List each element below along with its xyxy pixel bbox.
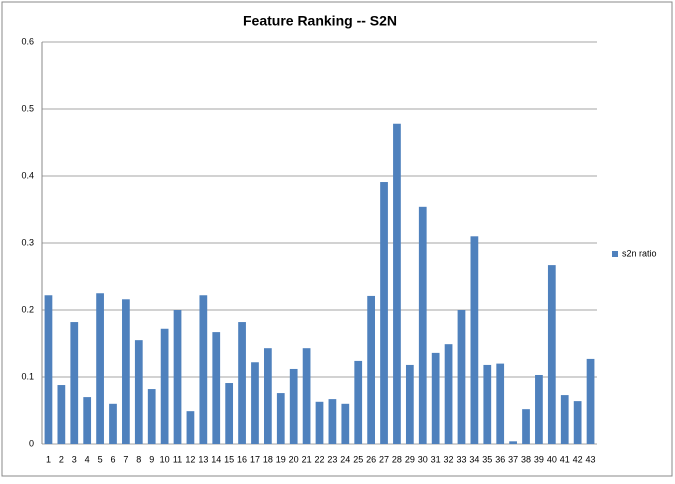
- bar: [212, 332, 221, 444]
- bar: [186, 411, 195, 444]
- bar: [509, 441, 517, 444]
- bar: [147, 389, 156, 444]
- x-tick-label: 39: [534, 454, 544, 464]
- x-tick-label: 41: [560, 454, 570, 464]
- y-tick-label: 0.1: [21, 371, 34, 381]
- x-tick-label: 21: [302, 454, 312, 464]
- x-tick-label: 30: [418, 454, 428, 464]
- bar: [264, 348, 272, 444]
- x-tick-label: 19: [276, 454, 286, 464]
- bar: [444, 344, 453, 444]
- bar: [251, 362, 259, 444]
- x-tick-label: 33: [456, 454, 466, 464]
- bar: [405, 364, 414, 444]
- x-tick-label: 11: [173, 454, 182, 464]
- legend-label: s2n ratio: [622, 248, 657, 258]
- x-tick-label: 15: [224, 454, 234, 464]
- bar: [328, 399, 337, 444]
- bar: [341, 403, 350, 444]
- bar: [44, 295, 53, 444]
- x-tick-label: 42: [573, 454, 583, 464]
- x-tick-label: 22: [314, 454, 324, 464]
- bar: [225, 383, 234, 444]
- bar: [83, 397, 92, 444]
- bar: [238, 322, 246, 444]
- x-tick-label: 10: [160, 454, 170, 464]
- bar: [393, 123, 401, 445]
- x-tick-label: 27: [379, 454, 389, 464]
- x-tick-label: 25: [353, 454, 363, 464]
- x-tick-label: 8: [136, 454, 141, 464]
- x-tick-label: 40: [547, 454, 557, 464]
- bar: [70, 322, 79, 444]
- y-tick-label: 0.6: [21, 36, 34, 46]
- x-tick-label: 31: [431, 454, 441, 464]
- bar: [547, 265, 556, 444]
- x-tick-label: 14: [211, 454, 221, 464]
- x-tick-label: 17: [250, 454, 260, 464]
- x-tick-label: 16: [237, 454, 247, 464]
- bar: [134, 340, 143, 444]
- x-tick-label: 5: [98, 454, 103, 464]
- bar: [354, 360, 363, 444]
- x-tick-label: 34: [469, 454, 479, 464]
- x-tick-label: 23: [327, 454, 337, 464]
- y-tick-label: 0: [29, 438, 34, 448]
- bar: [573, 401, 582, 444]
- bar: [470, 236, 479, 444]
- bar: [380, 182, 388, 444]
- x-tick-label: 9: [149, 454, 154, 464]
- bar: [431, 352, 440, 444]
- x-tick-label: 24: [340, 454, 350, 464]
- x-tick-label: 35: [482, 454, 492, 464]
- bar: [173, 310, 182, 444]
- legend-swatch: [612, 251, 618, 257]
- bar: [302, 348, 311, 444]
- x-tick-label: 29: [405, 454, 415, 464]
- x-tick-label: 12: [185, 454, 195, 464]
- bar: [96, 293, 104, 444]
- bar: [418, 206, 427, 444]
- x-tick-label: 2: [59, 454, 64, 464]
- bar: [199, 295, 208, 444]
- y-tick-label: 0.4: [21, 170, 34, 180]
- bar: [367, 295, 375, 444]
- bar: [560, 395, 569, 444]
- bar: [109, 403, 117, 444]
- x-tick-label: 20: [289, 454, 299, 464]
- y-tick-label: 0.2: [21, 304, 34, 314]
- bar: [315, 401, 324, 444]
- bar: [289, 368, 298, 444]
- x-tick-label: 38: [521, 454, 531, 464]
- x-tick-label: 18: [263, 454, 273, 464]
- x-tick-label: 36: [495, 454, 505, 464]
- bar: [457, 310, 466, 444]
- x-tick-label: 7: [123, 454, 128, 464]
- x-tick-label: 1: [46, 454, 51, 464]
- bar: [160, 328, 169, 444]
- x-tick-label: 4: [85, 454, 90, 464]
- bar: [586, 358, 595, 444]
- y-tick-label: 0.3: [21, 237, 34, 247]
- x-tick-label: 3: [72, 454, 77, 464]
- bar: [57, 385, 66, 444]
- bar: [276, 393, 285, 444]
- x-tick-label: 32: [444, 454, 454, 464]
- chart-border: [1, 1, 673, 477]
- chart-title: Feature Ranking -- S2N: [243, 13, 397, 29]
- x-tick-label: 37: [508, 454, 518, 464]
- bar: [496, 363, 505, 444]
- x-tick-label: 13: [198, 454, 208, 464]
- bar: [122, 299, 130, 444]
- x-tick-label: 26: [366, 454, 376, 464]
- x-tick-label: 43: [586, 454, 596, 464]
- x-tick-label: 6: [110, 454, 115, 464]
- x-tick-label: 28: [392, 454, 402, 464]
- bar: [483, 364, 492, 444]
- y-tick-label: 0.5: [21, 103, 34, 113]
- bar: [535, 374, 543, 444]
- bar: [522, 409, 530, 444]
